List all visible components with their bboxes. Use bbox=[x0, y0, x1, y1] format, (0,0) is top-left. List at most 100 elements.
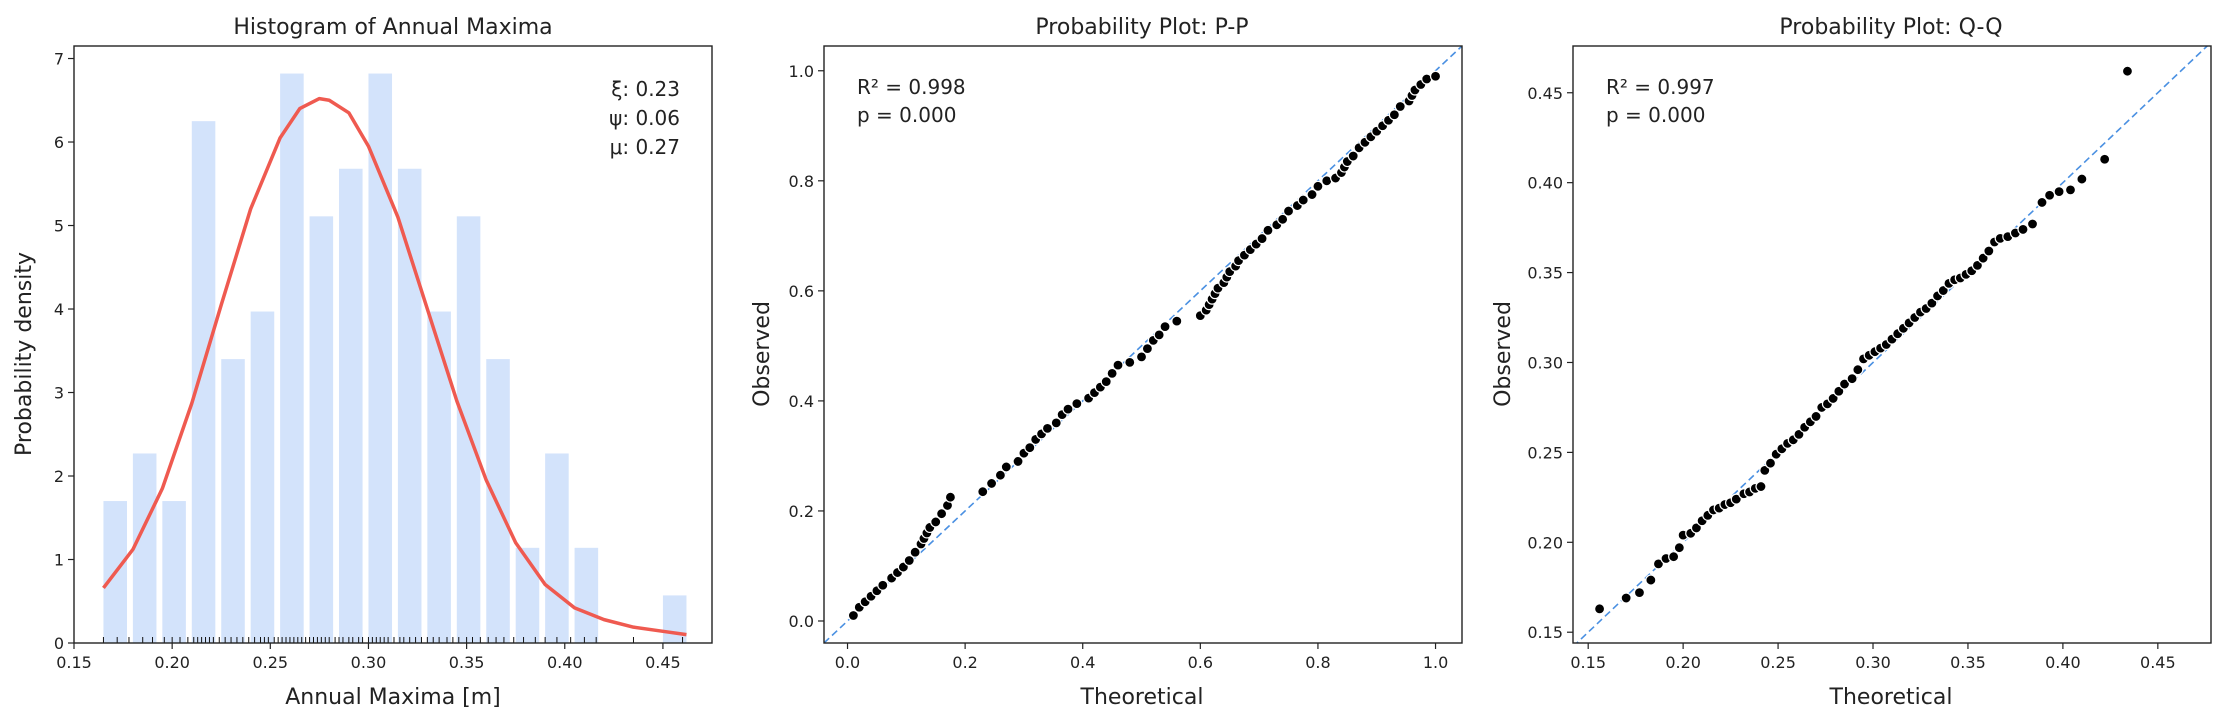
y-tick-label: 7 bbox=[54, 50, 64, 69]
param-mu: μ: 0.27 bbox=[610, 135, 680, 159]
data-point bbox=[936, 508, 948, 520]
x-tick-label: 0.40 bbox=[547, 653, 583, 672]
data-point bbox=[1833, 385, 1845, 397]
data-point bbox=[1673, 542, 1685, 554]
data-point bbox=[1347, 150, 1359, 162]
data-point bbox=[1971, 259, 1984, 271]
y-tick-label: 0.15 bbox=[1527, 623, 1563, 642]
y-tick-label: 0.40 bbox=[1527, 174, 1563, 193]
histogram-bar bbox=[280, 73, 304, 644]
data-point bbox=[1100, 376, 1112, 388]
qq-plot-panel: Probability Plot: Q-Q Theoretical Observ… bbox=[1491, 15, 2212, 710]
x-tick-label: 0.45 bbox=[2140, 653, 2176, 672]
data-point bbox=[1645, 574, 1657, 586]
histogram-bar bbox=[250, 311, 275, 643]
data-point bbox=[977, 486, 989, 498]
histogram-bar bbox=[162, 501, 186, 643]
y-tick-label: 0.0 bbox=[789, 612, 814, 631]
data-point bbox=[2044, 189, 2056, 201]
histogram-bar bbox=[339, 168, 363, 643]
pp-x-axis-label: Theoretical bbox=[1080, 685, 1204, 710]
histogram-bar bbox=[574, 547, 599, 643]
y-tick-label: 2 bbox=[54, 467, 64, 486]
data-point bbox=[1135, 351, 1148, 363]
pp-y-axis-label: Observed bbox=[750, 301, 775, 407]
data-point bbox=[1759, 464, 1771, 476]
data-point bbox=[1262, 224, 1274, 236]
data-point bbox=[1730, 493, 1742, 505]
data-point bbox=[1282, 205, 1295, 217]
histogram-x-axis-label: Annual Maxima [m] bbox=[285, 685, 501, 710]
pp-plot-area: 0.0 0.2 0.4 0.6 0.8 1.0 0.0 0.2 0.4 0.6 0.8 1.0 bbox=[789, 46, 1462, 672]
y-tick-label: 3 bbox=[54, 384, 64, 403]
x-tick-label: 0.20 bbox=[1665, 653, 1701, 672]
histogram-params: ξ: 0.23 ψ: 0.06 μ: 0.27 bbox=[609, 77, 680, 159]
data-point bbox=[1620, 592, 1632, 604]
data-point bbox=[1827, 392, 1839, 405]
data-point bbox=[1024, 442, 1036, 454]
data-point bbox=[1764, 457, 1777, 469]
data-point bbox=[1394, 100, 1406, 113]
data-point bbox=[1937, 284, 1949, 297]
histogram-bar bbox=[486, 359, 510, 643]
y-tick-label: 0.2 bbox=[789, 502, 814, 521]
data-point bbox=[1277, 213, 1289, 225]
data-point bbox=[2017, 223, 2029, 236]
data-point bbox=[903, 554, 915, 567]
histogram-bar bbox=[368, 73, 393, 644]
data-point bbox=[1062, 403, 1074, 415]
data-point bbox=[1306, 188, 1318, 201]
histogram-bar bbox=[397, 168, 422, 643]
qq-x-axis-label: Theoretical bbox=[1829, 685, 1953, 710]
y-tick-label: 0 bbox=[54, 634, 64, 653]
data-point bbox=[1000, 461, 1012, 473]
y-tick-label: 0.30 bbox=[1527, 353, 1563, 372]
data-point bbox=[1852, 364, 1864, 376]
data-point bbox=[1256, 232, 1268, 245]
qq-plot-area: 0.15 0.20 0.25 0.30 0.35 0.40 0.45 0.15 0.20 0.25… bbox=[1527, 46, 2209, 672]
y-tick-label: 1 bbox=[54, 551, 64, 570]
histogram-y-axis-label: Probability density bbox=[12, 252, 37, 456]
x-tick-label: 0.25 bbox=[1760, 653, 1796, 672]
data-point bbox=[1793, 428, 1805, 441]
data-point bbox=[1388, 109, 1400, 121]
qq-frame bbox=[1572, 45, 2212, 644]
histogram-bar bbox=[132, 453, 157, 643]
x-tick-label: 0.8 bbox=[1305, 653, 1330, 672]
y-tick-label: 0.45 bbox=[1527, 84, 1563, 103]
data-point bbox=[1838, 378, 1851, 390]
gev-fit-curve bbox=[102, 96, 687, 637]
data-point bbox=[930, 516, 942, 528]
data-point bbox=[1690, 522, 1703, 534]
data-point bbox=[1926, 297, 1938, 309]
y-tick-label: 5 bbox=[54, 217, 64, 236]
qq-r-squared: R² = 0.997 bbox=[1606, 75, 1715, 99]
x-tick-label: 0.2 bbox=[952, 653, 977, 672]
data-point bbox=[2026, 218, 2039, 230]
data-point bbox=[1041, 422, 1054, 435]
y-tick-label: 0.35 bbox=[1527, 264, 1563, 283]
pp-frame bbox=[823, 45, 1463, 644]
y-tick-label: 0.25 bbox=[1527, 443, 1563, 462]
y-tick-label: 6 bbox=[54, 133, 64, 152]
histogram-plot-area: 0.15 0.20 0.25 0.30 0.35 0.40 0.45 0 1 2 3 4 5 6 7 bbox=[54, 50, 687, 672]
qq-p-value: p = 0.000 bbox=[1606, 103, 1705, 127]
y-tick-label: 0.8 bbox=[789, 172, 814, 191]
x-tick-label: 0.30 bbox=[351, 653, 387, 672]
histogram-bar bbox=[545, 453, 569, 643]
x-tick-label: 0.6 bbox=[1188, 653, 1213, 672]
data-point bbox=[1633, 587, 1646, 599]
data-point bbox=[909, 546, 921, 558]
x-tick-label: 0.4 bbox=[1070, 653, 1095, 672]
data-point bbox=[1977, 252, 1989, 264]
data-point bbox=[1668, 551, 1680, 563]
histogram-bar bbox=[309, 216, 334, 643]
data-point bbox=[1153, 329, 1165, 341]
data-point bbox=[1012, 455, 1024, 468]
histogram-bar bbox=[221, 359, 245, 643]
x-tick-label: 0.25 bbox=[252, 653, 288, 672]
x-tick-label: 0.30 bbox=[1855, 653, 1891, 672]
histogram-panel: Histogram of Annual Maxima Annual Maxima… bbox=[12, 15, 713, 710]
histogram-bar bbox=[191, 121, 216, 643]
